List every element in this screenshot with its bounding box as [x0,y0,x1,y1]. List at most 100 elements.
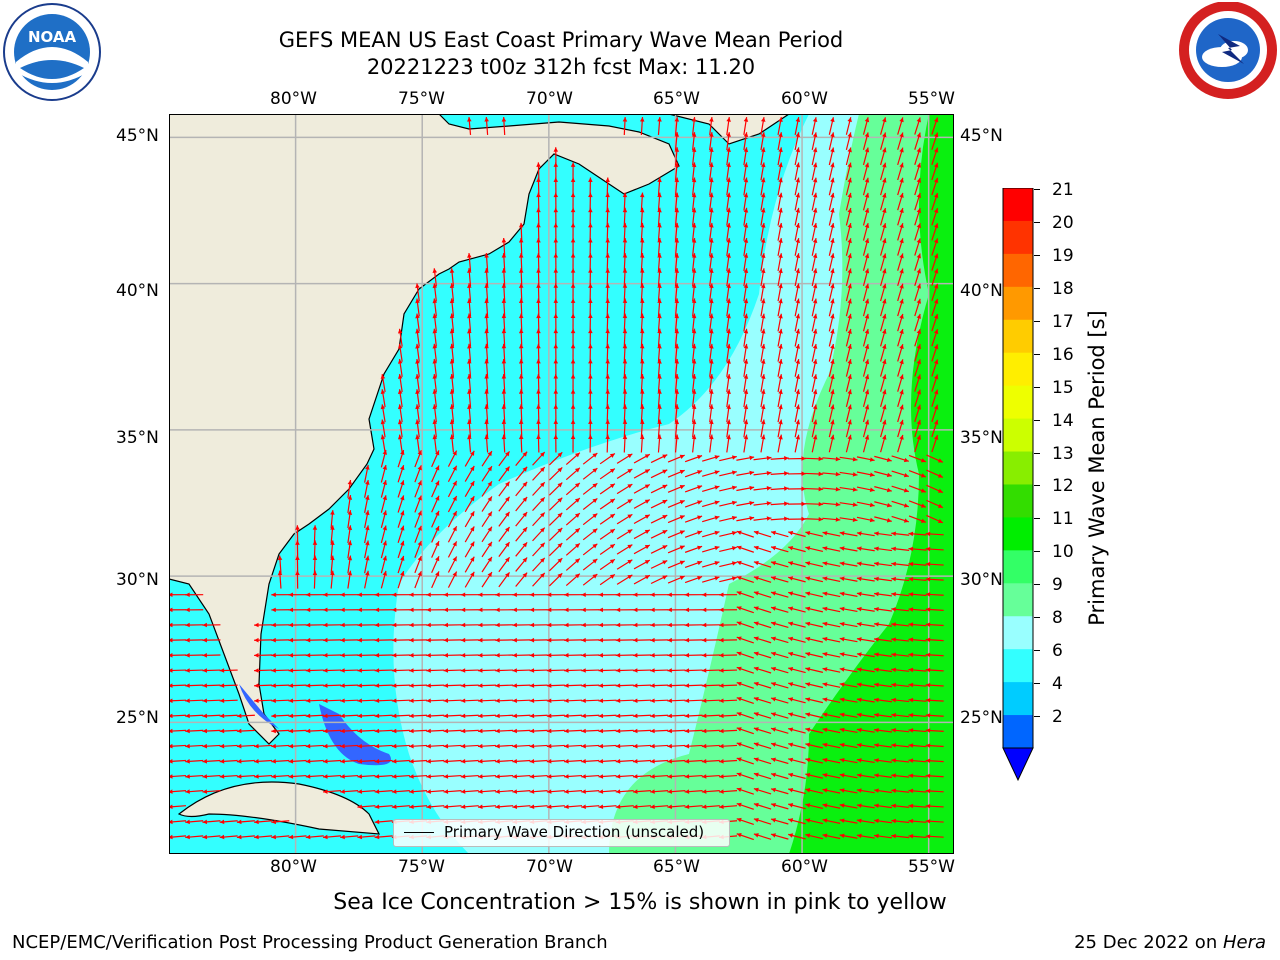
wave-direction-arrowhead [908,833,914,839]
lon-label-top: 75°W [398,89,445,109]
wave-direction-arrowhead [933,223,939,229]
wave-direction-arrowhead [622,283,628,288]
wave-direction-arrowhead [570,253,576,258]
wave-direction-arrowhead [830,328,835,334]
wave-direction-arrowhead [382,449,387,455]
wave-direction-arrowhead [830,389,835,395]
wave-direction-arrowhead [933,253,939,259]
wave-direction-arrowhead [874,682,879,688]
wave-direction-arrowhead [185,607,190,613]
wave-direction-arrowhead [622,343,628,349]
wave-direction-arrowhead [570,192,576,198]
wave-direction-arrowhead [714,500,720,505]
wave-direction-arrowhead [830,298,835,304]
wave-direction-arrowhead [622,237,628,243]
wave-direction-arrowhead [839,818,845,823]
wave-direction-arrowhead [501,358,507,364]
wave-direction-arrowhead [632,637,638,643]
wave-direction-arrowhead [540,452,545,457]
wave-direction-arrowhead [574,452,580,458]
wave-direction-arrowhead [830,344,835,349]
wave-direction-arrowhead [657,177,662,183]
wave-direction-arrowhead [864,419,870,425]
wave-direction-arrowhead [288,668,294,673]
wave-direction-arrowhead [435,510,440,516]
wave-direction-arrowhead [874,773,879,778]
wave-direction-arrowhead [778,192,783,198]
wave-direction-arrowhead [495,683,500,688]
wave-direction-arrowhead [847,419,852,425]
wave-direction-arrowhead [818,486,824,492]
wave-direction-arrowhead [835,517,841,522]
wave-direction-arrowhead [657,222,662,228]
wave-direction-arrowhead [714,561,720,566]
wave-direction-arrowhead [908,622,914,627]
wave-direction-arrowhead [736,666,742,672]
wave-direction-arrowhead [622,117,628,122]
wave-direction-arrowhead [536,404,541,409]
wave-direction-arrowhead [570,162,576,167]
wave-direction-arrowhead [882,329,887,334]
wave-direction-arrowhead [202,622,207,628]
wave-direction-arrowhead [709,132,714,137]
wave-direction-arrowhead [726,162,731,168]
wave-direction-arrowhead [288,698,294,704]
wave-direction-arrowhead [899,359,904,365]
wave-direction-arrowhead [795,177,801,183]
wave-direction-arrowhead [540,542,545,548]
wave-direction-arrowhead [581,653,586,658]
wave-direction-arrowhead [443,592,448,598]
wave-direction-arrowhead [477,759,483,764]
wave-direction-arrowhead [778,298,783,304]
wave-direction-arrowhead [818,456,824,462]
wave-direction-arrowhead [609,574,615,579]
wave-direction-arrowhead [856,833,862,839]
wave-direction-arrowhead [340,683,345,688]
colorbar-tick-label: 6 [1052,641,1063,662]
wave-direction-arrowhead [812,328,818,334]
wave-direction-arrowhead [925,682,931,688]
wave-direction-arrowhead [778,343,783,349]
wave-direction-arrowhead [639,253,645,258]
wave-direction-arrowhead [487,556,492,562]
wave-direction-arrowhead [839,712,845,718]
wave-direction-arrowhead [495,743,500,749]
wave-direction-arrowhead [357,622,362,628]
wave-direction-arrowhead [169,668,173,673]
wave-direction-arrowhead [347,555,353,561]
wave-direction-arrowhead [564,668,569,673]
wave-direction-arrowhead [236,819,242,825]
wave-direction-arrowhead [470,450,475,456]
wave-direction-arrowhead [937,458,943,463]
wave-direction-arrowhead [536,328,541,334]
wave-direction-arrowhead [305,637,311,643]
colorbar-tick-mark [1034,518,1040,520]
wave-direction-arrowhead [391,683,397,688]
wave-direction-arrowhead [736,606,742,611]
wave-direction-arrowhead [382,510,387,516]
wave-direction-arrowhead [570,222,576,228]
wave-direction-arrowhead [443,743,449,749]
wave-direction-arrowhead [709,192,714,198]
wave-direction-arrowhead [719,668,724,673]
wave-direction-arrowhead [460,607,466,613]
wave-direction-arrowhead [719,789,724,794]
wave-direction-arrowhead [347,479,353,485]
wave-direction-arrowhead [477,683,483,688]
wave-direction-arrowhead [822,576,828,581]
wave-direction-arrowhead [484,117,489,122]
wave-direction-arrowhead [512,683,517,688]
wave-direction-arrowhead [357,698,362,704]
wave-direction-arrowhead [540,572,545,578]
wave-direction-arrowhead [899,329,904,334]
wave-direction-arrowhead [409,622,414,628]
wave-direction-arrowhead [305,728,311,734]
wave-direction-arrowhead [650,743,655,749]
wave-direction-arrowhead [812,238,818,244]
wave-direction-arrowhead [477,607,483,613]
wave-direction-arrowhead [753,787,759,793]
wave-direction-arrowhead [916,344,921,350]
wave-direction-arrowhead [925,592,931,597]
wave-direction-arrowhead [470,496,475,502]
wave-direction-arrowhead [701,607,707,613]
